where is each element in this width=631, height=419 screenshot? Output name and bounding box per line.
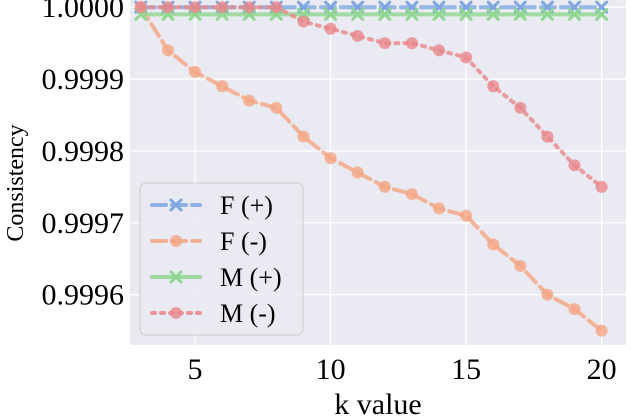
series-f-point bbox=[541, 288, 554, 301]
series-m-point bbox=[134, 1, 147, 14]
series-m-point bbox=[513, 7, 527, 21]
y-axis-label: Consistency bbox=[3, 124, 29, 241]
series-f-point bbox=[216, 80, 229, 93]
series-m-point bbox=[324, 22, 337, 35]
series-f-point bbox=[189, 65, 202, 78]
series-f-point bbox=[378, 180, 391, 193]
legend-entry-f-marker bbox=[169, 198, 183, 212]
legend-entries: F (+) F (-) M (+) M (-) bbox=[150, 191, 282, 328]
series-f-point bbox=[324, 152, 337, 165]
series-m bbox=[134, 1, 608, 193]
legend-entry-m-label: M (-) bbox=[220, 299, 276, 328]
series-m-point bbox=[595, 180, 608, 193]
x-tick-label: 10 bbox=[316, 353, 346, 386]
legend-entry-m-marker bbox=[169, 270, 183, 284]
legend: F (+) F (-) M (+) M (-) bbox=[139, 182, 304, 336]
series-m-point bbox=[595, 7, 609, 21]
series-m-point bbox=[270, 1, 283, 14]
series-m-point bbox=[432, 44, 445, 57]
x-tick-label: 20 bbox=[587, 353, 617, 386]
legend-entry-m: M (+) bbox=[150, 263, 282, 292]
legend-entry-f-label: F (+) bbox=[220, 191, 273, 220]
series-m-point bbox=[378, 37, 391, 50]
x-tick-label: 15 bbox=[451, 353, 481, 386]
y-tick-label: 0.9999 bbox=[42, 63, 125, 96]
legend-entry-m-label: M (+) bbox=[220, 263, 282, 292]
series-m-point bbox=[161, 1, 174, 14]
series-m-point bbox=[351, 29, 364, 42]
series-m-point bbox=[541, 130, 554, 143]
series-f-point bbox=[568, 303, 581, 316]
legend-entry-m: M (-) bbox=[150, 299, 276, 328]
y-tick-label: 0.9998 bbox=[42, 135, 125, 168]
series-f-point bbox=[432, 202, 445, 215]
x-axis-label: k value bbox=[334, 388, 421, 419]
series-layer bbox=[134, 0, 609, 337]
legend-entry-f-marker bbox=[170, 235, 182, 247]
series-f-point bbox=[595, 324, 608, 337]
series-f-point bbox=[270, 101, 283, 114]
series-f-point bbox=[351, 166, 364, 179]
tick-labels: 5 10 15 20 0.9996 0.9997 0.9998 0.9999 1.0000 bbox=[42, 0, 617, 386]
y-tick-label: 0.9997 bbox=[42, 207, 125, 240]
series-f-point bbox=[405, 188, 418, 201]
series-f-point bbox=[514, 259, 527, 272]
x-tick-label: 5 bbox=[188, 353, 203, 386]
series-m-point bbox=[487, 80, 500, 93]
series-f-point bbox=[460, 209, 473, 222]
series-m-point bbox=[297, 15, 310, 28]
legend-entry-f: F (-) bbox=[150, 227, 267, 256]
series-m-point bbox=[540, 7, 554, 21]
series-m-point bbox=[243, 1, 256, 14]
series-m-point bbox=[405, 7, 419, 21]
series-m-point bbox=[432, 7, 446, 21]
series-m-point bbox=[189, 1, 202, 14]
series-m-point bbox=[460, 51, 473, 64]
series-m-point bbox=[324, 7, 338, 21]
series-f-point bbox=[243, 94, 256, 107]
series-m-point bbox=[459, 7, 473, 21]
series-m-point bbox=[351, 7, 365, 21]
series-f-point bbox=[161, 44, 174, 57]
legend-entry-m-marker bbox=[170, 307, 182, 319]
series-m-point bbox=[568, 7, 582, 21]
series-m-point bbox=[378, 7, 392, 21]
series-f-point bbox=[487, 238, 500, 251]
legend-entry-f-label: F (-) bbox=[220, 227, 267, 256]
series-f-point bbox=[297, 130, 310, 143]
series-m-point bbox=[405, 37, 418, 50]
y-tick-label: 0.9996 bbox=[42, 279, 125, 312]
series-m-point bbox=[216, 1, 229, 14]
series-m-point bbox=[568, 159, 581, 172]
legend-entry-f: F (+) bbox=[150, 191, 273, 220]
y-tick-label: 1.0000 bbox=[42, 0, 125, 24]
legend-box bbox=[139, 182, 304, 336]
series-m-point bbox=[514, 101, 527, 114]
series-m-point bbox=[486, 7, 500, 21]
